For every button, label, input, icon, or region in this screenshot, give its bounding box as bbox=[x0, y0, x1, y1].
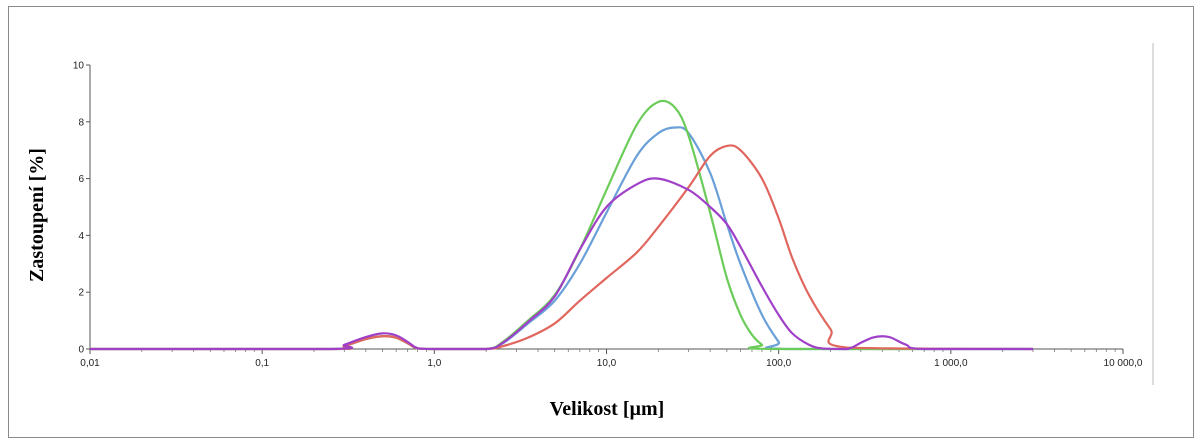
x-tick-label: 1 000,0 bbox=[934, 358, 968, 369]
y-tick-label: 8 bbox=[78, 117, 84, 128]
y-tick-label: 10 bbox=[73, 61, 85, 72]
y-tick-label: 0 bbox=[78, 345, 84, 356]
series-group bbox=[89, 99, 1033, 351]
chart-svg: 0 2 4 6 8 10 0,01 0,1 1,0 10,0 100,0 1 000,0 10 000,… bbox=[26, 43, 1154, 420]
x-tick-label: 1,0 bbox=[427, 358, 441, 369]
x-tick-label: 0,01 bbox=[80, 358, 100, 369]
x-tick-label: 10,0 bbox=[597, 358, 617, 369]
ticks-group: 0 2 4 6 8 10 0,01 0,1 1,0 10,0 100,0 1 000,0 10 000,… bbox=[73, 61, 1143, 370]
y-tick-label: 4 bbox=[78, 231, 84, 242]
series-line-1 bbox=[89, 126, 1033, 351]
x-axis-title: Velikost [µm] bbox=[550, 398, 665, 420]
series-line-3 bbox=[89, 144, 1033, 351]
series-line-2 bbox=[89, 99, 1033, 351]
y-axis-title: Zastoupení [%] bbox=[26, 148, 48, 282]
x-tick-label: 0,1 bbox=[255, 358, 269, 369]
x-tick-label: 10 000,0 bbox=[1104, 358, 1143, 369]
x-tick-label: 100,0 bbox=[766, 358, 791, 369]
series-line-4 bbox=[89, 177, 1033, 351]
y-tick-label: 6 bbox=[78, 174, 84, 185]
chart-frame: 0 2 4 6 8 10 0,01 0,1 1,0 10,0 100,0 1 000,0 10 000,… bbox=[8, 6, 1194, 438]
y-tick-label: 2 bbox=[78, 288, 84, 299]
